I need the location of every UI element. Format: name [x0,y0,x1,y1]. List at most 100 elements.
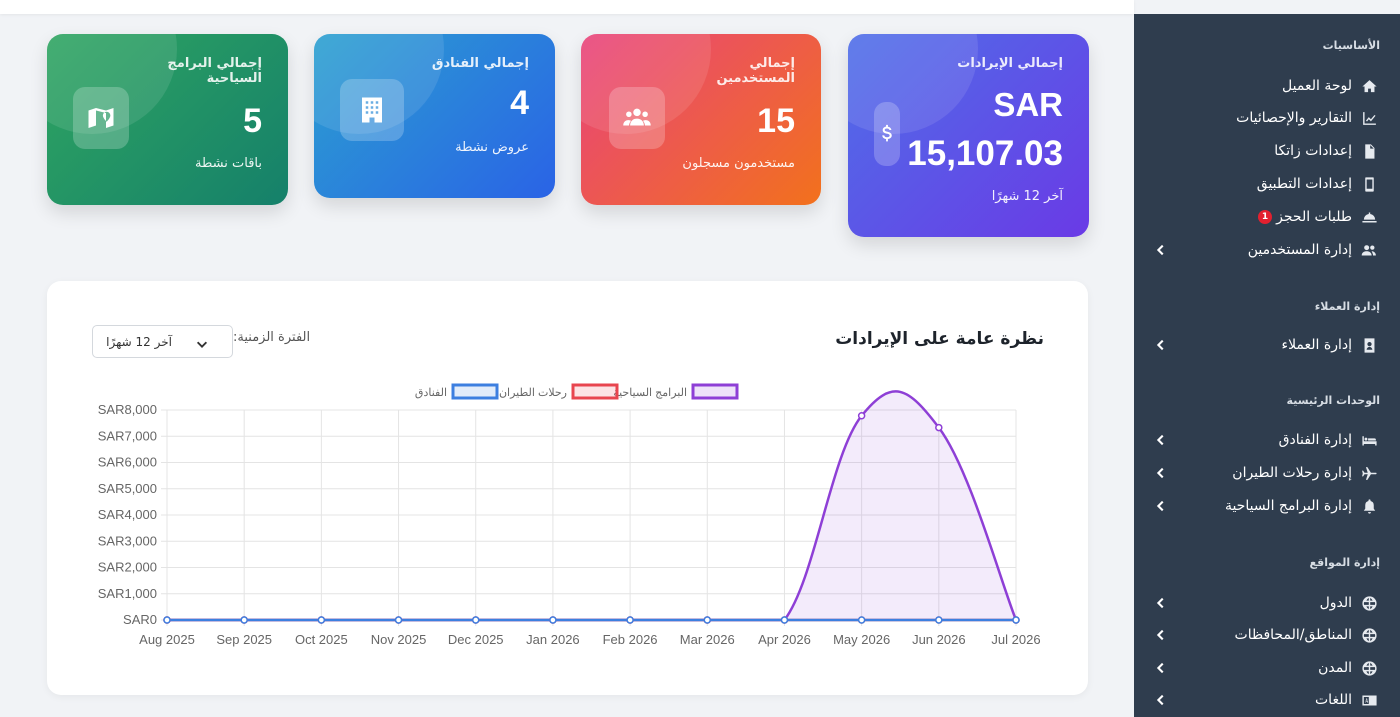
legend-swatch [691,383,739,400]
card-currency: SAR [993,86,1063,123]
globe-icon [1360,659,1378,677]
card-value: 15,107.03 [907,134,1063,173]
x-tick-label: Feb 2026 [603,632,658,647]
sidebar-item-label: المناطق/المحافظات [1234,627,1352,643]
sidebar-item-tour-programs[interactable]: إدارة البرامج السياحية [1134,491,1400,521]
data-point [857,412,866,420]
data-point [163,616,171,624]
chevron-left-icon [1152,627,1168,643]
sidebar-item-cities[interactable]: المدن [1134,653,1400,683]
sidebar: الأساسيات لوحة العميل التقارير والإحصائي… [1134,14,1400,717]
sidebar-item-label: إدارة المستخدمين [1247,242,1352,258]
card-total-tour-programs: إجمالي البرامج السياحية 5 باقات نشطة [47,34,288,205]
sidebar-item-booking-requests[interactable]: طلبات الحجز 1 [1134,202,1400,232]
users-icon [609,87,665,149]
card-title: إجمالي الإيرادات [957,56,1063,71]
section-title-locations: إدارة المواقع [1309,556,1380,569]
data-point [240,616,248,624]
card-total-hotels: إجمالي الفنادق 4 عروض نشطة [314,34,555,198]
globe-icon [1360,626,1378,644]
revenue-overview-panel: نظرة عامة على الإيرادات الفترة الزمنية: … [47,281,1088,695]
card-subtitle: باقات نشطة [195,156,262,171]
data-point [394,616,403,624]
section-title-customers: إدارة العملاء [1314,300,1380,313]
plane-icon [1360,464,1378,482]
legend-label: رحلات الطيران [499,387,567,399]
data-point [780,616,789,624]
data-point [703,616,712,624]
sidebar-item-customer-management[interactable]: إدارة العملاء [1134,330,1400,360]
card-value: 5 [243,102,262,140]
card-title-line: إجمالي البرامج [167,56,262,71]
legend-swatch [451,383,499,400]
card-title: إجمالي البرامج السياحية [167,56,262,86]
chart-line-icon [1360,109,1378,127]
x-tick-label: Oct 2025 [295,632,348,647]
sidebar-item-app-settings[interactable]: إعدادات التطبيق [1134,169,1400,199]
card-title: إجمالي المستخدمين [716,56,795,86]
y-tick-label: SAR7,000 [98,428,157,443]
map-icon [73,87,129,149]
top-bar [0,0,1134,14]
hotel-icon [340,79,404,141]
card-title-line: إجمالي [749,56,795,71]
card-title-line: المستخدمين [716,71,795,86]
card-subtitle: آخر 12 شهرًا [991,189,1063,204]
sidebar-item-hotel-management[interactable]: إدارة الفنادق [1134,425,1400,455]
bell-icon [1360,497,1378,515]
y-tick-label: SAR8,000 [98,402,157,417]
data-point [857,616,866,624]
sidebar-item-label: إعدادات زاتكا [1274,143,1352,159]
chevron-down-icon [195,336,209,350]
sidebar-item-label: لوحة العميل [1282,78,1352,94]
users-cog-icon [1360,241,1378,259]
dollar-icon [874,102,900,166]
x-tick-label: Jun 2026 [912,632,966,647]
chevron-left-icon [1152,595,1168,611]
card-value: 4 [510,84,529,122]
sidebar-item-reports[interactable]: التقارير والإحصائيات [1134,103,1400,133]
sidebar-item-flight-management[interactable]: إدارة رحلات الطيران [1134,458,1400,488]
y-tick-label: SAR4,000 [98,507,157,522]
chevron-left-icon [1152,432,1168,448]
data-point [549,616,557,624]
sidebar-item-user-management[interactable]: إدارة المستخدمين [1134,235,1400,265]
file-invoice-icon [1360,142,1378,160]
sidebar-item-languages[interactable]: اللغات [1134,685,1400,715]
x-tick-label: Aug 2025 [139,632,195,647]
legend-swatch [571,383,619,400]
chevron-left-icon [1152,660,1168,676]
card-total-revenue: إجمالي الإيرادات SAR 15,107.03 آخر 12 شه… [848,34,1089,237]
panel-title: نظرة عامة على الإيرادات [835,329,1044,349]
x-tick-label: Sep 2025 [216,632,272,647]
language-icon [1360,691,1378,709]
sidebar-item-label: إدارة رحلات الطيران [1232,465,1352,481]
y-tick-label: SAR1,000 [98,586,157,601]
notification-badge: 1 [1258,210,1272,224]
sidebar-item-label: إدارة العملاء [1281,337,1353,353]
period-select-value: آخر 12 شهرًا [106,335,172,349]
sidebar-item-label: إدارة البرامج السياحية [1224,498,1352,514]
home-icon [1360,77,1378,95]
legend-label: الفنادق [415,387,447,399]
sidebar-item-label: طلبات الحجز [1276,209,1352,225]
series-area [167,391,1016,620]
globe-icon [1360,594,1378,612]
x-tick-label: Jul 2026 [991,632,1040,647]
x-tick-label: Nov 2025 [371,632,427,647]
x-tick-label: Jan 2026 [526,632,580,647]
period-select[interactable]: آخر 12 شهرًا [92,325,233,358]
legend-label: البرامج السياحية [613,387,687,399]
y-tick-label: SAR3,000 [98,533,157,548]
chevron-left-icon [1152,498,1168,514]
address-card-icon [1360,336,1378,354]
data-point [471,616,480,624]
sidebar-item-regions[interactable]: المناطق/المحافظات [1134,620,1400,650]
x-tick-label: Apr 2026 [758,632,811,647]
card-subtitle: مستخدمون مسجلون [682,156,795,171]
sidebar-item-customer-dashboard[interactable]: لوحة العميل [1134,71,1400,101]
x-tick-label: Dec 2025 [448,632,504,647]
sidebar-item-zatca-settings[interactable]: إعدادات زاتكا [1134,136,1400,166]
card-subtitle: عروض نشطة [455,140,529,155]
sidebar-item-countries[interactable]: الدول [1134,588,1400,618]
